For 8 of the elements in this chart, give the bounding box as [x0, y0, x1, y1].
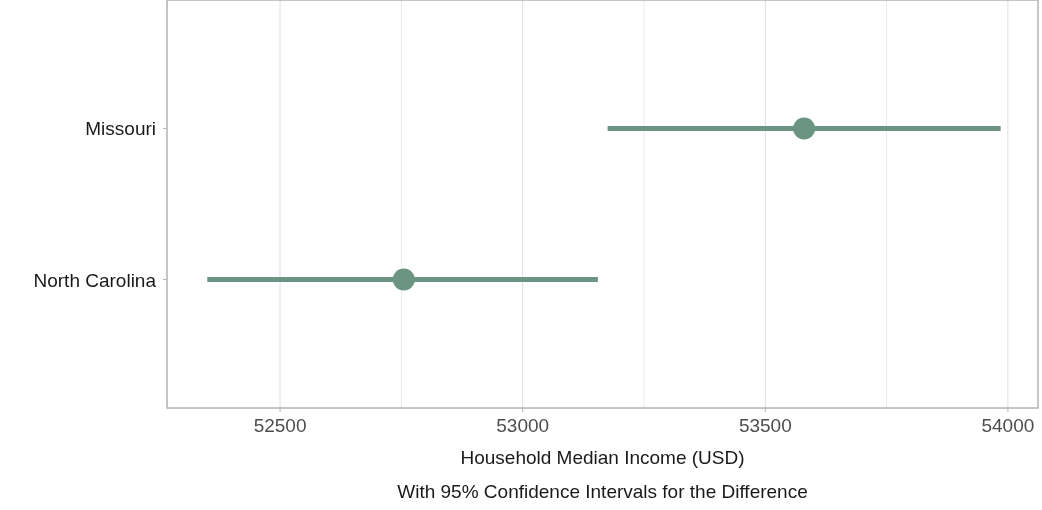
x-tick-label: 52500: [253, 415, 307, 436]
x-tick-label: 53500: [738, 415, 792, 436]
text: With 95% Confidence Intervals for the Difference: [397, 481, 808, 502]
x-tick-label: 54000: [981, 415, 1035, 436]
y-tick-label: North Carolina: [33, 269, 157, 291]
x-axis-title: Household Median Income (USD): [460, 447, 745, 468]
y-tick-label: Missouri: [85, 118, 156, 140]
x-tick-label: 53000: [496, 415, 550, 436]
